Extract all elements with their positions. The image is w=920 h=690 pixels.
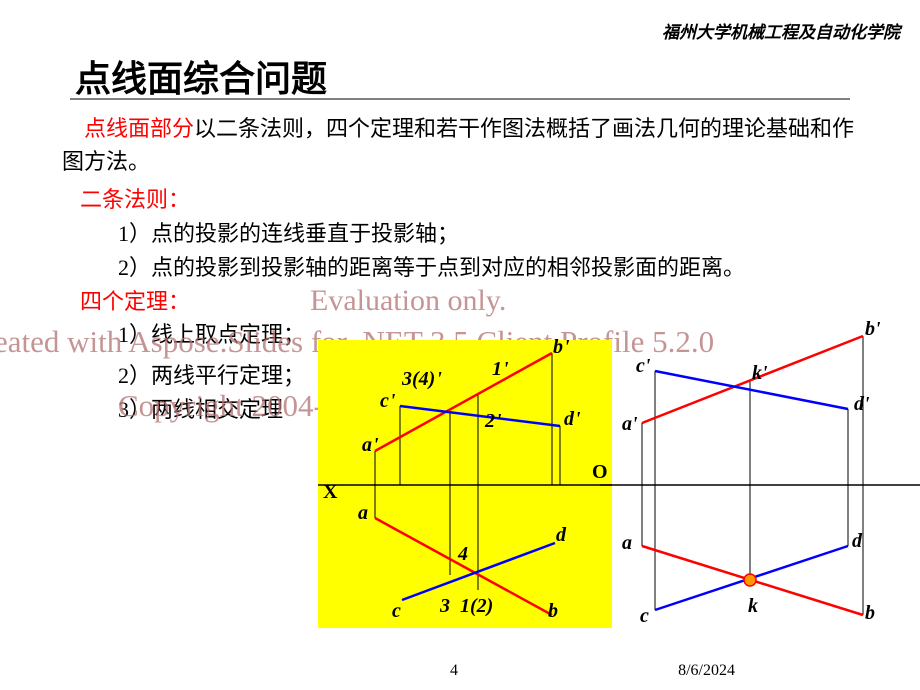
footer-page-number: 4	[450, 662, 458, 680]
diagrams-svg	[0, 0, 920, 690]
footer-date: 8/6/2024	[678, 662, 735, 680]
